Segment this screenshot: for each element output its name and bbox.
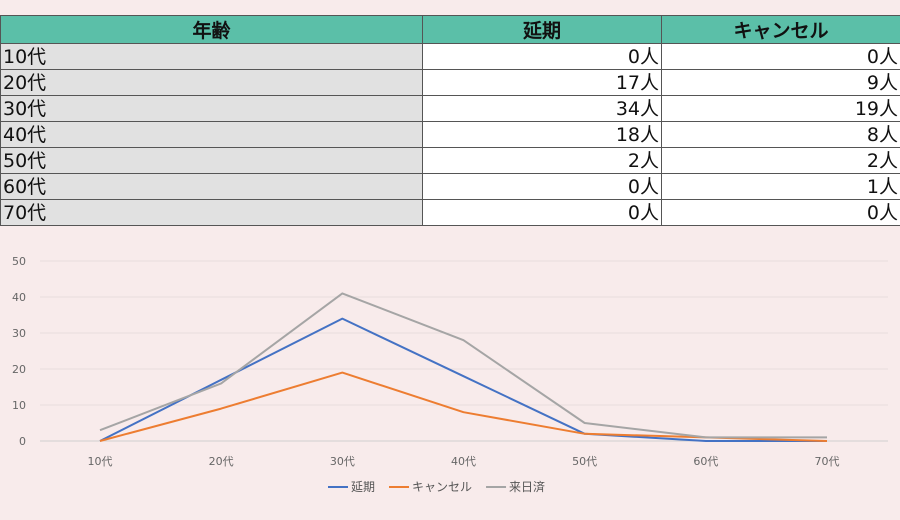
age-cell: 30代 [0, 95, 423, 122]
cancel-cell: 19人 [661, 95, 900, 122]
postpone-cell: 17人 [422, 69, 662, 96]
table-row: 50代 2人 2人 [0, 147, 900, 174]
age-cell: 70代 [0, 199, 423, 226]
cancel-cell: 0人 [661, 43, 900, 70]
header-cancel: キャンセル [661, 15, 900, 44]
chart-series [99, 292, 828, 442]
y-tick-label: 50 [12, 255, 26, 268]
cancel-cell: 8人 [661, 121, 900, 148]
y-tick-label: 30 [12, 327, 26, 340]
age-cell: 50代 [0, 147, 423, 174]
postpone-cell: 2人 [422, 147, 662, 174]
chart-gridlines [40, 260, 888, 442]
line-chart: 0 10 20 30 40 50 10代 20代 30代 40代 50代 60代 70代 延期 キャンセ… [12, 255, 888, 494]
postpone-cell: 0人 [422, 173, 662, 200]
x-tick-label: 30代 [330, 455, 355, 468]
x-tick-label: 10代 [88, 455, 113, 468]
table-row: 70代 0人 0人 [0, 199, 900, 226]
y-tick-label: 10 [12, 399, 26, 412]
y-tick-label: 0 [19, 435, 26, 448]
age-cell: 40代 [0, 121, 423, 148]
header-age: 年齢 [0, 15, 423, 44]
chart-legend: 延期 キャンセル 来日済 [328, 479, 545, 494]
cancel-cell: 0人 [661, 199, 900, 226]
x-tick-label: 60代 [693, 455, 718, 468]
legend-label: 延期 [351, 480, 375, 494]
age-cell: 10代 [0, 43, 423, 70]
table-row: 30代 34人 19人 [0, 95, 900, 122]
cancel-cell: 2人 [661, 147, 900, 174]
cancel-cell: 9人 [661, 69, 900, 96]
series-line [99, 371, 828, 442]
legend-label: 来日済 [509, 479, 545, 494]
y-axis: 0 10 20 30 40 50 [12, 255, 26, 448]
table-header-row: 年齢 延期 キャンセル [0, 15, 900, 44]
header-postpone: 延期 [422, 15, 662, 44]
postpone-cell: 0人 [422, 199, 662, 226]
table-row: 20代 17人 9人 [0, 69, 900, 96]
y-tick-label: 20 [12, 363, 26, 376]
age-cell: 60代 [0, 173, 423, 200]
table-row: 40代 18人 8人 [0, 121, 900, 148]
x-tick-label: 50代 [572, 455, 597, 468]
postpone-cell: 18人 [422, 121, 662, 148]
table-row: 60代 0人 1人 [0, 173, 900, 200]
x-tick-label: 20代 [209, 455, 234, 468]
x-axis: 10代 20代 30代 40代 50代 60代 70代 [88, 455, 840, 468]
y-tick-label: 40 [12, 291, 26, 304]
postpone-cell: 34人 [422, 95, 662, 122]
series-line [99, 292, 827, 439]
data-table-container: 年齢 延期 キャンセル 10代 0人 0人 20代 17人 9人 30代 34人… [0, 15, 900, 226]
series-line [99, 317, 827, 442]
legend-label: キャンセル [412, 480, 472, 494]
age-cell: 20代 [0, 69, 423, 96]
x-tick-label: 40代 [451, 455, 476, 468]
x-tick-label: 70代 [815, 455, 840, 468]
table-row: 10代 0人 0人 [0, 43, 900, 70]
age-table: 年齢 延期 キャンセル 10代 0人 0人 20代 17人 9人 30代 34人… [0, 15, 900, 226]
cancel-cell: 1人 [661, 173, 900, 200]
postpone-cell: 0人 [422, 43, 662, 70]
